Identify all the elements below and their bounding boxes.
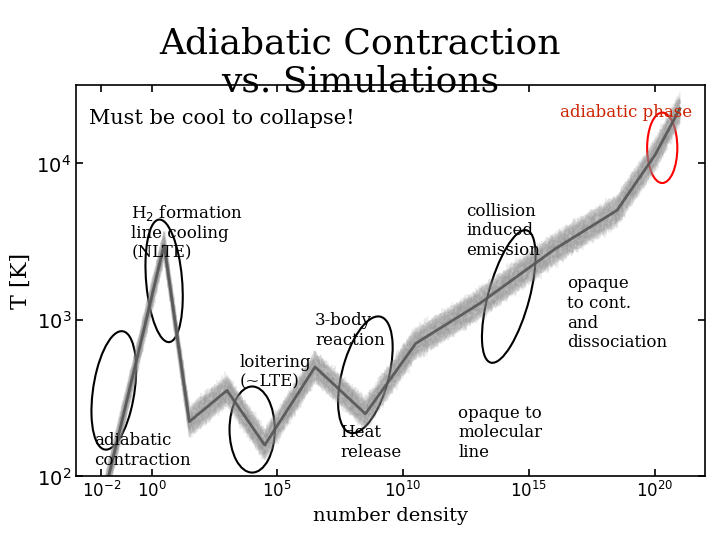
Text: loitering
(~LTE): loitering (~LTE) bbox=[240, 354, 311, 390]
Text: 3-body
reaction: 3-body reaction bbox=[315, 312, 384, 349]
Text: opaque
to cont.
and
dissociation: opaque to cont. and dissociation bbox=[567, 275, 667, 352]
Text: opaque to
molecular
line: opaque to molecular line bbox=[459, 404, 543, 461]
X-axis label: number density: number density bbox=[313, 507, 468, 525]
Text: Adiabatic Contraction: Adiabatic Contraction bbox=[159, 27, 561, 61]
Text: H$_2$ formation
line cooling
(NLTE): H$_2$ formation line cooling (NLTE) bbox=[132, 202, 243, 262]
Text: Must be cool to collapse!: Must be cool to collapse! bbox=[89, 109, 354, 127]
Text: adiabatic phase: adiabatic phase bbox=[560, 104, 693, 121]
Text: vs. Simulations: vs. Simulations bbox=[221, 65, 499, 99]
Y-axis label: T [K]: T [K] bbox=[10, 253, 32, 309]
Text: Heat
release: Heat release bbox=[341, 424, 402, 461]
Text: adiabatic
contraction: adiabatic contraction bbox=[94, 432, 190, 469]
Text: collision
induced
emission: collision induced emission bbox=[466, 202, 540, 259]
